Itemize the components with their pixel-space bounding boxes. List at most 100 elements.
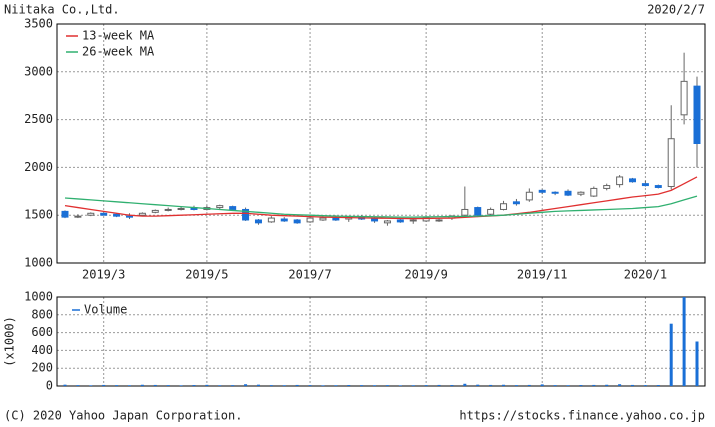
- volume-bar: [244, 384, 248, 386]
- y-tick-label: 2500: [24, 112, 53, 126]
- volume-bar: [321, 385, 325, 386]
- candle-body: [177, 208, 185, 211]
- y-tick-label: 2000: [24, 160, 53, 174]
- volume-bar: [89, 385, 93, 386]
- volume-bar: [140, 384, 144, 386]
- candle-body: [151, 209, 159, 213]
- y-tick-label: 200: [31, 361, 53, 375]
- volume-bar: [656, 385, 660, 386]
- y-tick-label: 1000: [24, 290, 53, 304]
- candle-body: [164, 208, 172, 211]
- volume-bar: [424, 385, 428, 386]
- x-tick-label: 2020/1: [624, 268, 667, 282]
- y-tick-label: 3500: [24, 17, 53, 31]
- candle-body: [319, 217, 327, 221]
- volume-bar: [295, 384, 299, 386]
- volume-bar: [192, 385, 196, 386]
- candle-body: [564, 190, 572, 196]
- candle-body: [641, 183, 649, 187]
- x-tick-label: 2019/5: [185, 268, 228, 282]
- volume-bar: [411, 385, 415, 386]
- candle-body: [306, 217, 314, 223]
- volume-bar: [514, 385, 518, 386]
- candle-body: [487, 208, 495, 215]
- x-tick-label: 2019/3: [82, 268, 125, 282]
- chart-title: Niitaka Co.,Ltd.: [4, 3, 120, 17]
- y-tick-label: 1500: [24, 208, 53, 222]
- volume-bar: [76, 385, 80, 386]
- legend-label: Volume: [84, 303, 127, 317]
- volume-bar: [592, 384, 596, 386]
- candle-body: [242, 208, 250, 221]
- source-url: https://stocks.finance.yahoo.co.jp: [459, 409, 705, 423]
- y-tick-label: 0: [46, 379, 53, 393]
- volume-bar: [579, 385, 583, 386]
- volume-bar: [553, 385, 557, 386]
- candle-body: [74, 215, 82, 218]
- volume-bar: [347, 385, 351, 386]
- volume-bar: [643, 385, 647, 386]
- volume-bar: [437, 384, 441, 386]
- candle-body: [667, 138, 675, 188]
- candle-body: [590, 187, 598, 197]
- y-tick-label: 3000: [24, 64, 53, 78]
- candle-body: [293, 219, 301, 224]
- volume-bar: [205, 384, 209, 386]
- volume-bar: [153, 384, 157, 386]
- volume-bar: [179, 385, 183, 386]
- y-axis-label: (x1000): [3, 316, 17, 367]
- volume-bar: [605, 384, 609, 386]
- volume-bar: [682, 297, 686, 386]
- candle-body: [603, 185, 611, 189]
- volume-bar: [256, 384, 260, 386]
- plot-frame: [56, 296, 706, 387]
- volume-bar: [282, 385, 286, 386]
- volume-bar: [218, 385, 222, 386]
- candle-body: [87, 212, 95, 216]
- candle-body: [693, 85, 701, 144]
- volume-bar: [115, 385, 119, 386]
- candle-body: [409, 219, 417, 222]
- candle-body: [616, 176, 624, 186]
- y-tick-label: 400: [31, 343, 53, 357]
- candle-body: [371, 218, 379, 222]
- candle-body: [61, 210, 69, 218]
- volume-bar: [540, 384, 544, 386]
- ma-line: [64, 195, 698, 218]
- plot-frame: [56, 23, 706, 264]
- volume-bar: [463, 383, 467, 386]
- y-tick-label: 600: [31, 325, 53, 339]
- candle-body: [332, 217, 340, 221]
- candle-body: [551, 191, 559, 194]
- volume-bar: [527, 384, 531, 386]
- candle-body: [629, 178, 637, 183]
- x-tick-label: 2019/11: [517, 268, 568, 282]
- volume-bar: [489, 384, 493, 386]
- candle-body: [577, 191, 585, 195]
- candle-body: [267, 217, 275, 223]
- candle-body: [461, 208, 469, 216]
- volume-bar: [631, 384, 635, 386]
- volume-bar: [566, 385, 570, 386]
- candle-body: [383, 220, 391, 224]
- volume-bar: [502, 384, 506, 386]
- volume-bar: [127, 385, 131, 386]
- y-tick-label: 800: [31, 307, 53, 321]
- volume-bar: [231, 385, 235, 386]
- candle-body: [654, 185, 662, 188]
- volume-bar: [334, 385, 338, 386]
- candle-body: [280, 218, 288, 222]
- candle-body: [512, 201, 520, 205]
- candle-body: [525, 191, 533, 201]
- volume-bar: [618, 384, 622, 386]
- ma-line: [64, 176, 698, 220]
- volume-bar: [385, 385, 389, 386]
- candle-body: [396, 219, 404, 223]
- volume-bar: [63, 384, 67, 386]
- candle-body: [500, 203, 508, 210]
- volume-bar: [360, 385, 364, 386]
- candle-body: [680, 80, 688, 116]
- x-tick-label: 2019/7: [288, 268, 331, 282]
- volume-bar: [476, 384, 480, 386]
- volume-bar: [308, 385, 312, 386]
